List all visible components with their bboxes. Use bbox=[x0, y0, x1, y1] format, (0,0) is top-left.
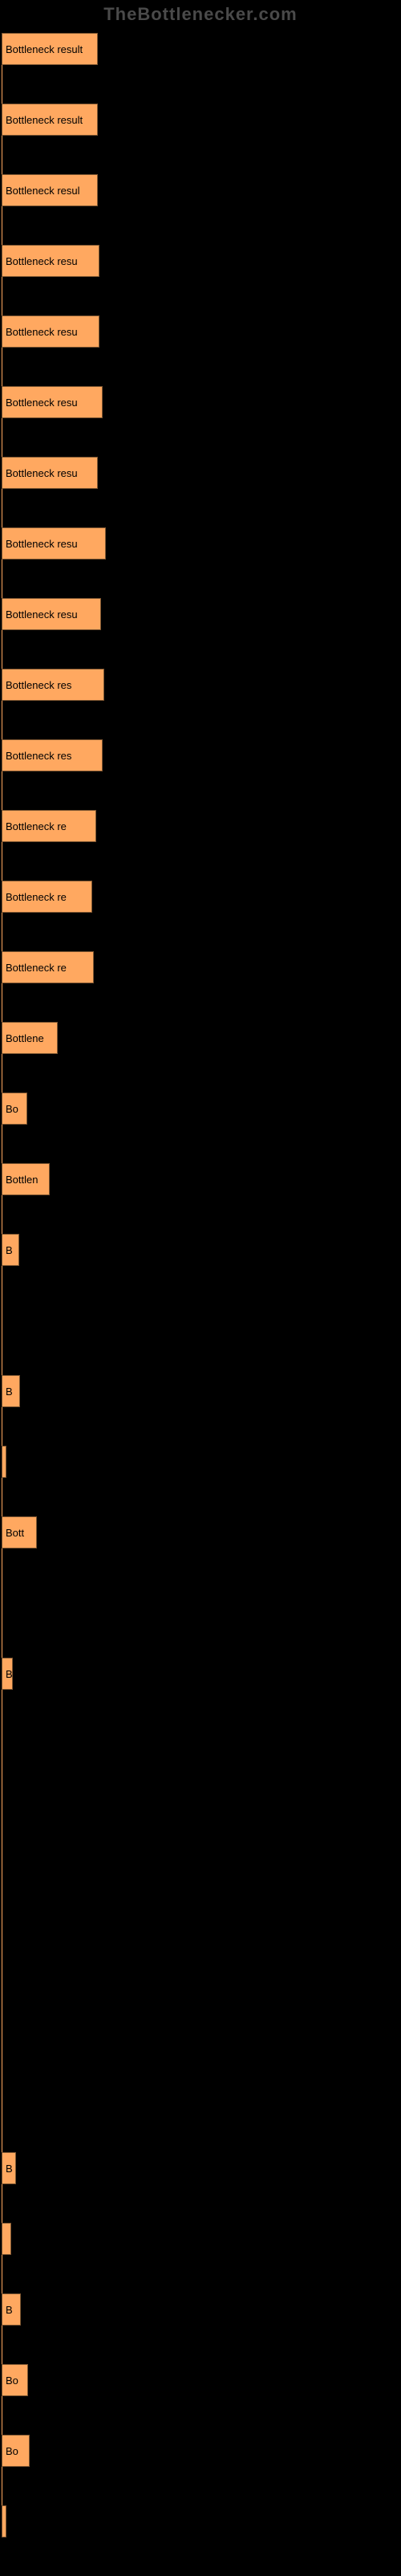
bar-row: Bottleneck resul bbox=[0, 174, 401, 206]
chart-bar: Bo bbox=[2, 1093, 27, 1125]
bar-row: Bottlen bbox=[0, 1163, 401, 1195]
chart-bar: Bottlene bbox=[2, 1022, 58, 1054]
chart-bar: Bo bbox=[2, 2364, 28, 2396]
chart-bar bbox=[2, 2223, 11, 2255]
bar-row: B bbox=[0, 1375, 401, 1407]
bar-row bbox=[0, 2505, 401, 2537]
chart-bar: B bbox=[2, 1234, 19, 1266]
bar-row: Bottleneck resu bbox=[0, 315, 401, 348]
bar-row: Bottlene bbox=[0, 1022, 401, 1054]
chart-bar: Bottleneck result bbox=[2, 33, 98, 65]
bar-chart: Bottleneck result Bottleneck result Bottle… bbox=[0, 25, 401, 2537]
chart-bar: Bott bbox=[2, 1516, 37, 1548]
bar-row bbox=[0, 1870, 401, 1902]
bar-row: B bbox=[0, 1658, 401, 1690]
chart-bar bbox=[2, 2505, 6, 2537]
chart-bar: Bottleneck re bbox=[2, 810, 96, 842]
bar-row: B bbox=[0, 2152, 401, 2184]
bar-row bbox=[0, 1304, 401, 1337]
chart-bar: Bottleneck result bbox=[2, 104, 98, 136]
bar-row: Bottleneck re bbox=[0, 951, 401, 983]
bar-row: B bbox=[0, 1234, 401, 1266]
bar-row: Bott bbox=[0, 1516, 401, 1548]
bar-row bbox=[0, 2223, 401, 2255]
bar-row: B bbox=[0, 2293, 401, 2326]
bar-row: Bottleneck res bbox=[0, 669, 401, 701]
chart-bar: B bbox=[2, 2293, 21, 2326]
chart-bar: Bottleneck resu bbox=[2, 245, 99, 277]
chart-bar: Bottleneck resul bbox=[2, 174, 98, 206]
bar-row: Bottleneck resu bbox=[0, 386, 401, 418]
chart-bar: Bottleneck re bbox=[2, 951, 94, 983]
bar-row: Bottleneck resu bbox=[0, 598, 401, 630]
bar-row bbox=[0, 2082, 401, 2114]
chart-bar: Bottleneck res bbox=[2, 739, 103, 771]
chart-bar: B bbox=[2, 1375, 20, 1407]
bar-row: Bo bbox=[0, 2364, 401, 2396]
bar-row bbox=[0, 1446, 401, 1478]
bar-row: Bottleneck re bbox=[0, 810, 401, 842]
chart-bar: Bottleneck resu bbox=[2, 598, 101, 630]
chart-bar: Bo bbox=[2, 2435, 30, 2467]
chart-bar: Bottleneck re bbox=[2, 881, 92, 913]
chart-bar: Bottleneck res bbox=[2, 669, 104, 701]
bar-row: Bottleneck result bbox=[0, 33, 401, 65]
chart-bar: Bottleneck resu bbox=[2, 315, 99, 348]
bar-row: Bottleneck resu bbox=[0, 457, 401, 489]
bar-row bbox=[0, 2011, 401, 2043]
bar-row: Bottleneck resu bbox=[0, 527, 401, 560]
chart-bar bbox=[2, 1446, 6, 1478]
chart-bar: Bottleneck resu bbox=[2, 386, 103, 418]
chart-bar: B bbox=[2, 2152, 16, 2184]
bar-row: Bo bbox=[0, 1093, 401, 1125]
bar-row: Bottleneck resu bbox=[0, 245, 401, 277]
bar-row: Bo bbox=[0, 2435, 401, 2467]
bar-row: Bottleneck result bbox=[0, 104, 401, 136]
bar-row: Bottleneck res bbox=[0, 739, 401, 771]
watermark-text: TheBottlenecker.com bbox=[0, 0, 401, 25]
bar-row bbox=[0, 1799, 401, 1831]
chart-bar: B bbox=[2, 1658, 13, 1690]
chart-bar: Bottlen bbox=[2, 1163, 50, 1195]
bar-row bbox=[0, 1728, 401, 1760]
bar-row bbox=[0, 1587, 401, 1619]
bar-row bbox=[0, 1940, 401, 1972]
bar-row: Bottleneck re bbox=[0, 881, 401, 913]
chart-bar: Bottleneck resu bbox=[2, 527, 106, 560]
chart-bar: Bottleneck resu bbox=[2, 457, 98, 489]
